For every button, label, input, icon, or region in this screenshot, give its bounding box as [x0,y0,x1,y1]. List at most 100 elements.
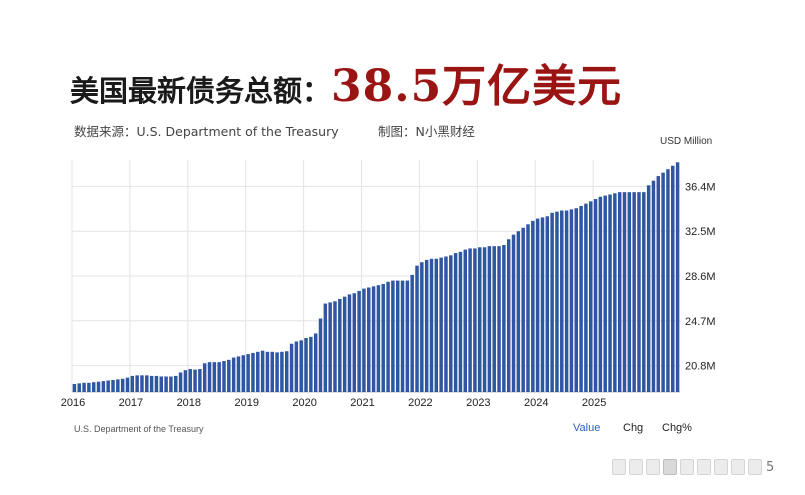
bar-month-81[interactable] [463,249,467,392]
bar-month-125[interactable] [675,162,680,392]
bar-month-3[interactable] [87,382,91,392]
bar-month-77[interactable] [444,256,448,392]
bar-month-37[interactable] [251,352,255,392]
range-slider[interactable]: 5 [612,456,790,478]
bar-month-89[interactable] [502,244,506,392]
bar-month-99[interactable] [550,212,554,392]
bar-month-34[interactable] [236,356,241,392]
bar-month-118[interactable] [642,192,646,392]
bar-month-1[interactable] [77,383,81,392]
bar-month-26[interactable] [198,369,202,392]
bar-month-32[interactable] [227,359,231,392]
bar-month-10[interactable] [120,378,125,392]
bar-month-17[interactable] [154,375,159,392]
bar-month-88[interactable] [497,246,501,392]
tab-chg[interactable]: Chg [623,422,644,434]
bar-month-41[interactable] [270,351,274,392]
bar-month-86[interactable] [487,246,492,392]
bar-month-101[interactable] [560,210,564,392]
bar-month-82[interactable] [468,248,472,392]
bar-month-124[interactable] [671,165,675,392]
slider-track-segment[interactable] [714,459,728,475]
bar-month-13[interactable] [135,375,139,392]
bar-month-56[interactable] [342,296,347,392]
bar-month-15[interactable] [145,375,149,392]
bar-month-36[interactable] [246,354,250,392]
slider-track-segment[interactable] [612,459,626,475]
bar-month-61[interactable] [367,287,371,392]
tab-value[interactable]: Value [573,422,601,434]
bar-month-45[interactable] [289,343,294,392]
bar-month-51[interactable] [318,318,323,393]
bar-month-64[interactable] [381,284,385,392]
bar-month-39[interactable] [260,350,265,392]
bar-month-47[interactable] [299,340,303,392]
bar-month-75[interactable] [434,258,439,392]
bar-month-97[interactable] [540,217,545,392]
bar-month-66[interactable] [391,280,395,392]
bar-month-58[interactable] [352,293,357,392]
bar-month-67[interactable] [395,280,400,392]
bar-month-7[interactable] [106,380,110,392]
bar-month-60[interactable] [362,288,366,392]
bar-month-55[interactable] [338,298,342,392]
bar-month-84[interactable] [478,247,482,392]
bar-month-69[interactable] [405,280,410,392]
bar-month-40[interactable] [265,351,270,392]
slider-track-segment[interactable] [697,459,711,475]
bar-month-14[interactable] [140,375,144,392]
bar-month-38[interactable] [256,351,260,392]
bar-month-0[interactable] [72,383,77,392]
bar-month-57[interactable] [347,294,352,392]
bar-month-62[interactable] [371,286,376,392]
slider-track-segment[interactable] [748,459,762,475]
tab-chg-percent[interactable]: Chg% [662,422,692,434]
slider-track-segment[interactable] [731,459,745,475]
bar-month-5[interactable] [96,381,101,392]
bar-month-100[interactable] [555,211,559,392]
bar-month-120[interactable] [651,180,656,392]
slider-handle[interactable] [663,459,677,475]
bar-month-6[interactable] [101,381,106,392]
bar-month-111[interactable] [608,194,612,392]
bar-month-73[interactable] [424,259,429,392]
bar-month-16[interactable] [149,375,154,392]
bar-month-49[interactable] [309,336,313,392]
bar-month-96[interactable] [535,218,540,392]
bar-month-79[interactable] [453,253,458,392]
bar-month-107[interactable] [588,201,593,392]
bar-month-80[interactable] [458,251,463,392]
bar-month-85[interactable] [482,247,487,392]
bar-month-43[interactable] [280,351,284,392]
bar-month-2[interactable] [82,382,86,392]
bar-month-8[interactable] [111,379,115,392]
bar-month-27[interactable] [202,363,207,392]
bar-month-22[interactable] [178,372,183,392]
bar-month-20[interactable] [169,376,173,393]
bar-month-95[interactable] [531,220,535,392]
bar-month-112[interactable] [613,193,617,392]
bar-month-90[interactable] [506,239,511,392]
bar-month-24[interactable] [188,369,192,392]
bar-month-29[interactable] [212,362,217,392]
bar-month-93[interactable] [521,227,525,392]
bar-month-92[interactable] [516,231,521,392]
bar-month-35[interactable] [241,355,246,392]
bar-month-109[interactable] [598,196,603,392]
bar-month-72[interactable] [420,262,424,392]
bar-month-71[interactable] [415,265,419,392]
bar-month-11[interactable] [125,377,130,392]
bar-month-87[interactable] [492,246,496,392]
slider-track-segment[interactable] [629,459,643,475]
bar-month-46[interactable] [294,341,299,392]
bar-month-59[interactable] [357,290,361,392]
bar-month-28[interactable] [207,362,212,392]
bar-month-63[interactable] [376,285,381,392]
bar-month-83[interactable] [473,248,477,392]
bar-month-110[interactable] [603,195,607,392]
bar-month-76[interactable] [439,257,443,392]
bar-month-108[interactable] [593,199,598,392]
bar-month-123[interactable] [666,169,670,392]
bar-month-119[interactable] [646,185,651,392]
bar-month-117[interactable] [637,192,641,392]
